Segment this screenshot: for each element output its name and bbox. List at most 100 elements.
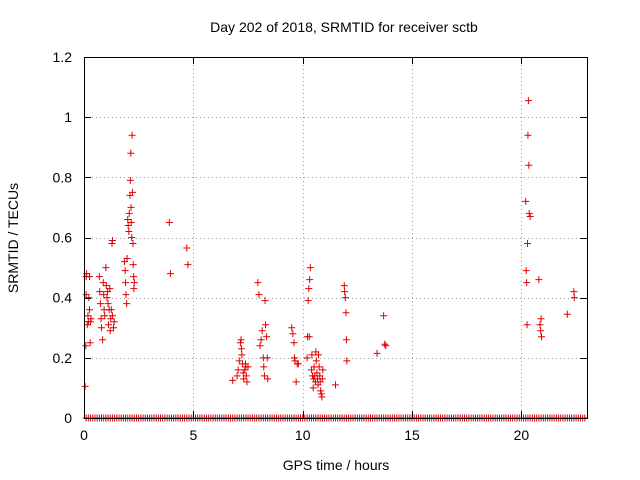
data-point xyxy=(260,372,268,380)
data-point xyxy=(303,354,311,362)
data-point xyxy=(183,244,191,252)
y-tick-label: 0.2 xyxy=(53,350,73,366)
data-point xyxy=(122,291,130,299)
data-points xyxy=(81,97,589,422)
data-point xyxy=(241,366,249,374)
data-point xyxy=(102,282,110,290)
data-point xyxy=(235,357,243,365)
data-point xyxy=(99,279,107,287)
data-point xyxy=(255,291,263,299)
data-point xyxy=(525,209,533,217)
data-point xyxy=(124,221,132,229)
data-point xyxy=(237,345,245,353)
data-point xyxy=(570,294,578,302)
data-point xyxy=(317,390,325,398)
data-point xyxy=(81,382,89,390)
data-point xyxy=(123,255,131,263)
y-tick-label: 1.2 xyxy=(53,49,73,65)
data-point xyxy=(343,357,351,365)
data-point xyxy=(104,300,112,308)
y-tick-label: 0 xyxy=(64,410,72,426)
data-point xyxy=(82,291,90,299)
data-point xyxy=(292,378,300,386)
data-point xyxy=(85,273,93,281)
data-point xyxy=(381,340,389,348)
data-point xyxy=(97,324,105,332)
data-point xyxy=(101,312,109,320)
data-point xyxy=(306,276,314,284)
data-point xyxy=(165,218,173,226)
data-point xyxy=(315,363,323,371)
data-point xyxy=(129,261,137,269)
data-point xyxy=(537,315,545,323)
data-point xyxy=(129,240,137,248)
data-point xyxy=(85,306,93,314)
data-point xyxy=(332,381,339,389)
data-point xyxy=(128,131,136,139)
x-axis-label: GPS time / hours xyxy=(283,457,390,473)
data-point xyxy=(318,375,326,383)
data-point xyxy=(95,273,103,281)
data-point xyxy=(130,285,138,293)
data-point xyxy=(305,333,313,341)
plot-frame xyxy=(84,57,588,419)
data-point xyxy=(107,306,115,314)
data-point xyxy=(87,315,95,323)
data-point xyxy=(242,372,250,380)
y-tick-labels: 0 0.2 0.4 0.6 0.8 1 1.2 xyxy=(53,49,73,426)
data-point xyxy=(306,264,314,272)
data-point xyxy=(289,330,297,338)
data-point xyxy=(97,315,105,323)
data-point xyxy=(243,378,251,386)
data-point xyxy=(236,339,244,347)
y-tick-label: 0.4 xyxy=(53,290,73,306)
data-point xyxy=(313,369,321,377)
y-axis-label: SRMTID / TECUs xyxy=(5,183,21,293)
data-point xyxy=(525,161,533,169)
data-point xyxy=(130,279,138,287)
data-point xyxy=(341,294,349,302)
data-point xyxy=(108,312,116,320)
grid-lines xyxy=(84,57,587,418)
data-point xyxy=(106,327,114,335)
data-point xyxy=(319,366,327,374)
data-point xyxy=(305,285,313,293)
data-point xyxy=(110,324,118,332)
data-point xyxy=(123,300,131,308)
data-point xyxy=(524,97,532,105)
data-point xyxy=(127,218,135,226)
data-point xyxy=(258,327,266,335)
data-point xyxy=(382,342,390,350)
data-point xyxy=(380,312,388,320)
data-point xyxy=(237,336,245,344)
data-point xyxy=(130,273,138,281)
data-point xyxy=(563,310,571,318)
y-tick-label: 0.8 xyxy=(53,169,73,185)
data-point xyxy=(314,351,322,359)
data-point xyxy=(103,294,111,302)
data-point xyxy=(107,315,115,323)
data-point xyxy=(184,261,192,269)
data-point xyxy=(522,267,530,275)
data-point xyxy=(538,333,546,341)
data-point xyxy=(122,279,130,287)
x-tick-label: 20 xyxy=(514,427,530,443)
data-point xyxy=(523,279,531,287)
data-point xyxy=(537,327,545,335)
x-tick-label: 10 xyxy=(295,427,311,443)
axis-ticks xyxy=(84,57,587,419)
data-point xyxy=(127,149,135,157)
data-point xyxy=(535,276,543,284)
data-point xyxy=(128,234,136,241)
data-point xyxy=(263,333,271,341)
data-point xyxy=(308,351,316,359)
data-point xyxy=(260,363,268,371)
data-point xyxy=(229,376,237,384)
data-point xyxy=(124,215,132,223)
data-point xyxy=(234,366,242,374)
data-point xyxy=(86,339,94,347)
data-point xyxy=(524,131,532,139)
x-tick-label: 5 xyxy=(189,427,197,443)
data-point xyxy=(96,300,104,308)
